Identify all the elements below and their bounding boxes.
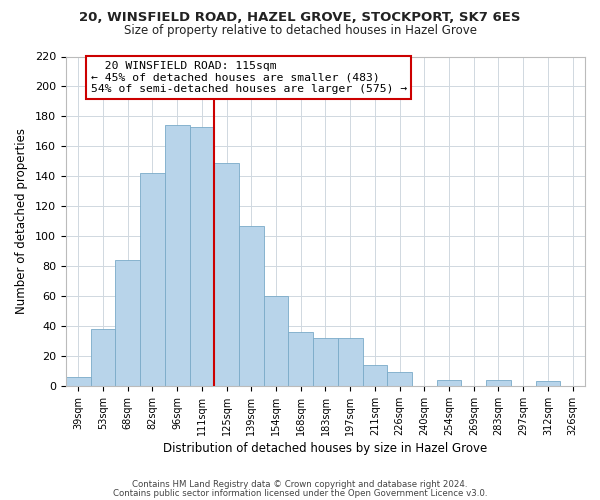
- Bar: [313, 338, 338, 386]
- Bar: [263, 296, 289, 386]
- Bar: [214, 163, 239, 386]
- Bar: [165, 126, 190, 386]
- Text: 20 WINSFIELD ROAD: 115sqm  
← 45% of detached houses are smaller (483)
54% of se: 20 WINSFIELD ROAD: 115sqm ← 45% of detac…: [91, 61, 407, 94]
- Text: Contains HM Land Registry data © Crown copyright and database right 2024.: Contains HM Land Registry data © Crown c…: [132, 480, 468, 489]
- Text: Contains public sector information licensed under the Open Government Licence v3: Contains public sector information licen…: [113, 488, 487, 498]
- Bar: [190, 127, 214, 386]
- Text: 20, WINSFIELD ROAD, HAZEL GROVE, STOCKPORT, SK7 6ES: 20, WINSFIELD ROAD, HAZEL GROVE, STOCKPO…: [79, 11, 521, 24]
- Bar: [536, 382, 560, 386]
- Bar: [289, 332, 313, 386]
- Y-axis label: Number of detached properties: Number of detached properties: [15, 128, 28, 314]
- Bar: [115, 260, 140, 386]
- Bar: [437, 380, 461, 386]
- Bar: [387, 372, 412, 386]
- Text: Size of property relative to detached houses in Hazel Grove: Size of property relative to detached ho…: [124, 24, 476, 37]
- Bar: [338, 338, 362, 386]
- Bar: [362, 365, 387, 386]
- Bar: [486, 380, 511, 386]
- Bar: [239, 226, 263, 386]
- Bar: [66, 377, 91, 386]
- X-axis label: Distribution of detached houses by size in Hazel Grove: Distribution of detached houses by size …: [163, 442, 488, 455]
- Bar: [140, 174, 165, 386]
- Bar: [91, 329, 115, 386]
